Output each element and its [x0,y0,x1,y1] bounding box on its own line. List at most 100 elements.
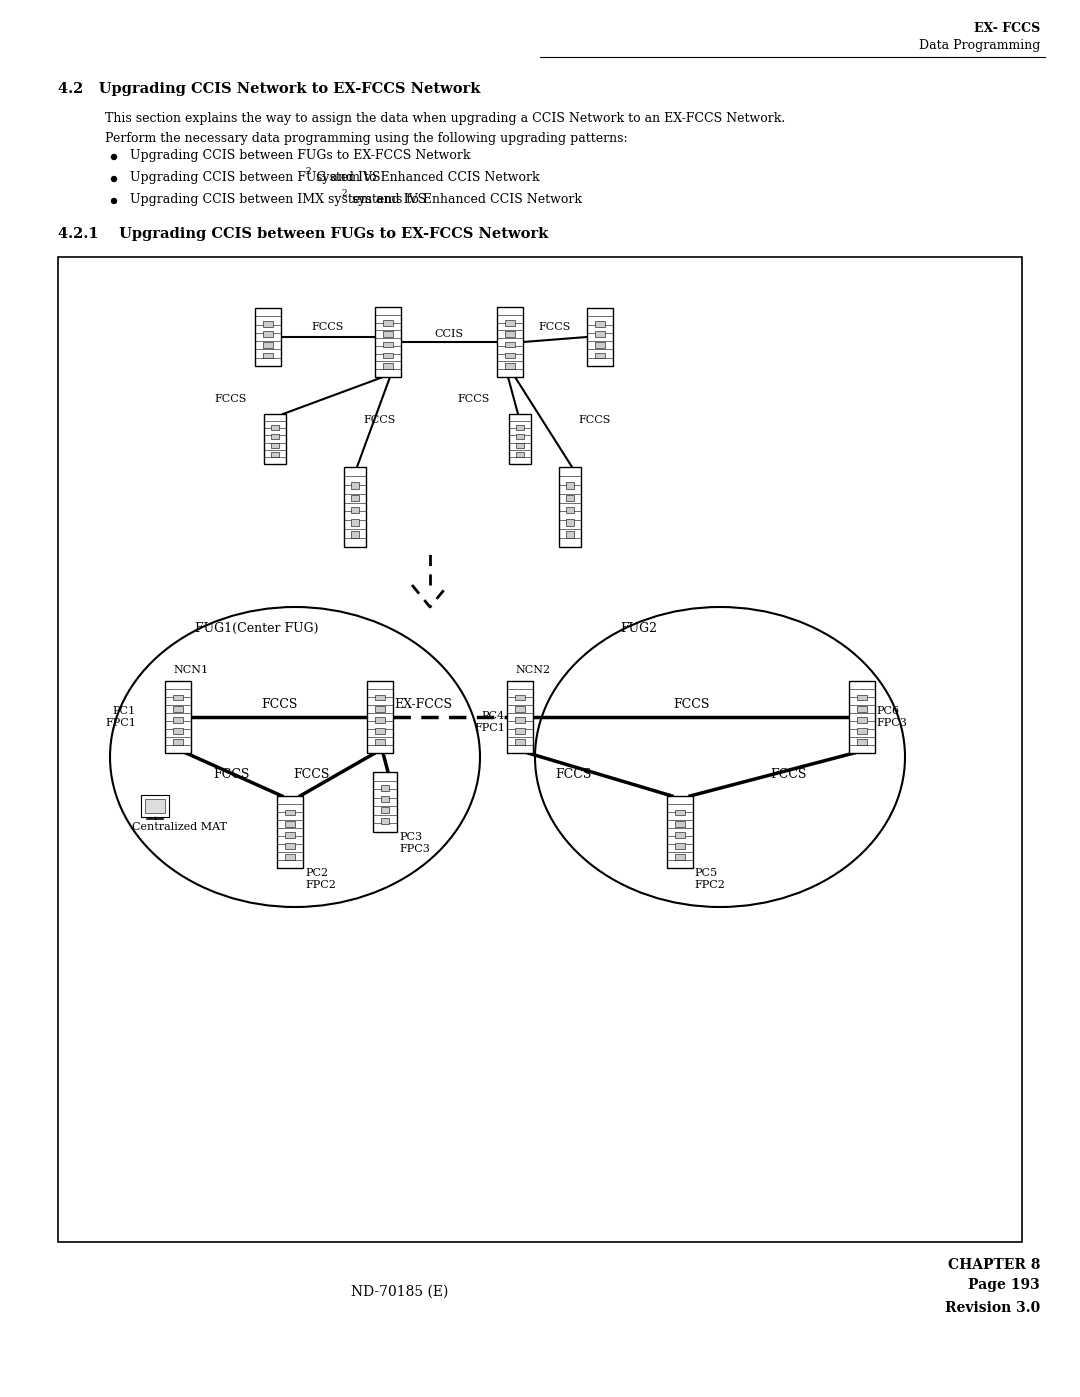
Text: FCCS: FCCS [260,698,297,711]
Bar [285,831,295,838]
Bar [595,342,605,348]
Text: EX- FCCS: EX- FCCS [974,22,1040,35]
Circle shape [111,155,117,159]
Text: Upgrading CCIS between IMX system and IVS: Upgrading CCIS between IMX system and IV… [130,193,427,205]
Text: EX-FCCS: EX-FCCS [394,698,453,711]
Bar [595,352,605,359]
Bar [276,796,303,868]
Text: PC5
FPC2: PC5 FPC2 [694,868,725,890]
Bar [264,414,286,464]
Text: Revision 3.0: Revision 3.0 [945,1301,1040,1315]
Text: Upgrading CCIS between FUG and IVS: Upgrading CCIS between FUG and IVS [130,170,380,184]
Text: 2: 2 [341,189,347,198]
Bar [595,331,605,337]
Bar [515,728,525,733]
Bar [515,705,525,711]
Bar [566,507,573,513]
Bar [383,331,392,337]
Bar [675,810,685,816]
Bar [271,453,279,457]
Text: FCCS: FCCS [213,768,249,781]
Bar [174,728,183,733]
Bar [271,443,279,448]
Bar [383,320,392,326]
Bar [345,467,366,548]
Text: Data Programming: Data Programming [919,39,1040,52]
Bar [675,854,685,859]
Bar [373,773,397,833]
Text: FCCS: FCCS [312,321,345,332]
Bar [505,342,514,348]
Text: FUG2: FUG2 [620,622,657,636]
Bar [566,495,573,502]
Bar [351,495,359,502]
Bar [515,694,525,700]
Text: systems to Enhanced CCIS Network: systems to Enhanced CCIS Network [348,193,582,205]
Bar [264,331,272,337]
Text: FCCS: FCCS [771,768,807,781]
Bar [675,831,685,838]
Bar [376,739,384,745]
Bar [675,842,685,849]
Bar [264,352,272,359]
Text: FCCS: FCCS [215,394,247,404]
Text: PC1
FPC1: PC1 FPC1 [105,707,136,728]
Text: NCN1: NCN1 [173,665,208,675]
Text: 2: 2 [306,168,311,176]
Bar [516,453,524,457]
Bar [376,694,384,700]
Bar [285,854,295,859]
Bar [505,320,514,326]
Bar [285,842,295,849]
Text: PC4
FPC1: PC4 FPC1 [474,711,505,733]
Bar [58,257,1022,1242]
Bar [141,795,168,817]
Text: FUG1(Center FUG): FUG1(Center FUG) [195,622,319,636]
Bar [667,796,693,868]
Text: FCCS: FCCS [458,394,490,404]
Bar [174,739,183,745]
Bar [505,331,514,337]
Bar [509,414,531,464]
Bar [849,680,875,753]
Bar [516,443,524,448]
Bar [383,352,392,358]
Bar [255,307,281,366]
Text: FCCS: FCCS [294,768,330,781]
Bar [858,705,866,711]
Bar [367,680,393,753]
Bar [559,467,581,548]
Text: FCCS: FCCS [555,768,592,781]
Text: ND-70185 (E): ND-70185 (E) [351,1285,448,1299]
Bar [858,717,866,722]
Bar [264,321,272,327]
Text: FCCS: FCCS [539,321,571,332]
Bar [165,680,191,753]
Text: system to Enhanced CCIS Network: system to Enhanced CCIS Network [312,170,540,184]
Bar [383,342,392,348]
Bar [507,680,534,753]
Bar [497,307,523,377]
Text: Page 193: Page 193 [969,1278,1040,1292]
Text: CCIS: CCIS [434,330,463,339]
Bar [376,728,384,733]
Circle shape [111,176,117,182]
Bar [381,819,389,824]
Bar [376,705,384,711]
Bar [351,482,359,489]
Bar [566,531,573,538]
Bar [858,694,866,700]
Bar [858,728,866,733]
Text: PC6
FPC3: PC6 FPC3 [876,707,907,728]
Bar [376,717,384,722]
Circle shape [111,198,117,204]
Text: FCCS: FCCS [578,415,610,425]
Text: Perform the necessary data programming using the following upgrading patterns:: Perform the necessary data programming u… [105,131,627,145]
Text: PC3
FPC3: PC3 FPC3 [399,833,430,854]
Bar [285,810,295,816]
Text: FCCS: FCCS [673,698,710,711]
Bar [588,307,613,366]
Bar [264,342,272,348]
Text: FCCS: FCCS [363,415,395,425]
Bar [285,821,295,827]
